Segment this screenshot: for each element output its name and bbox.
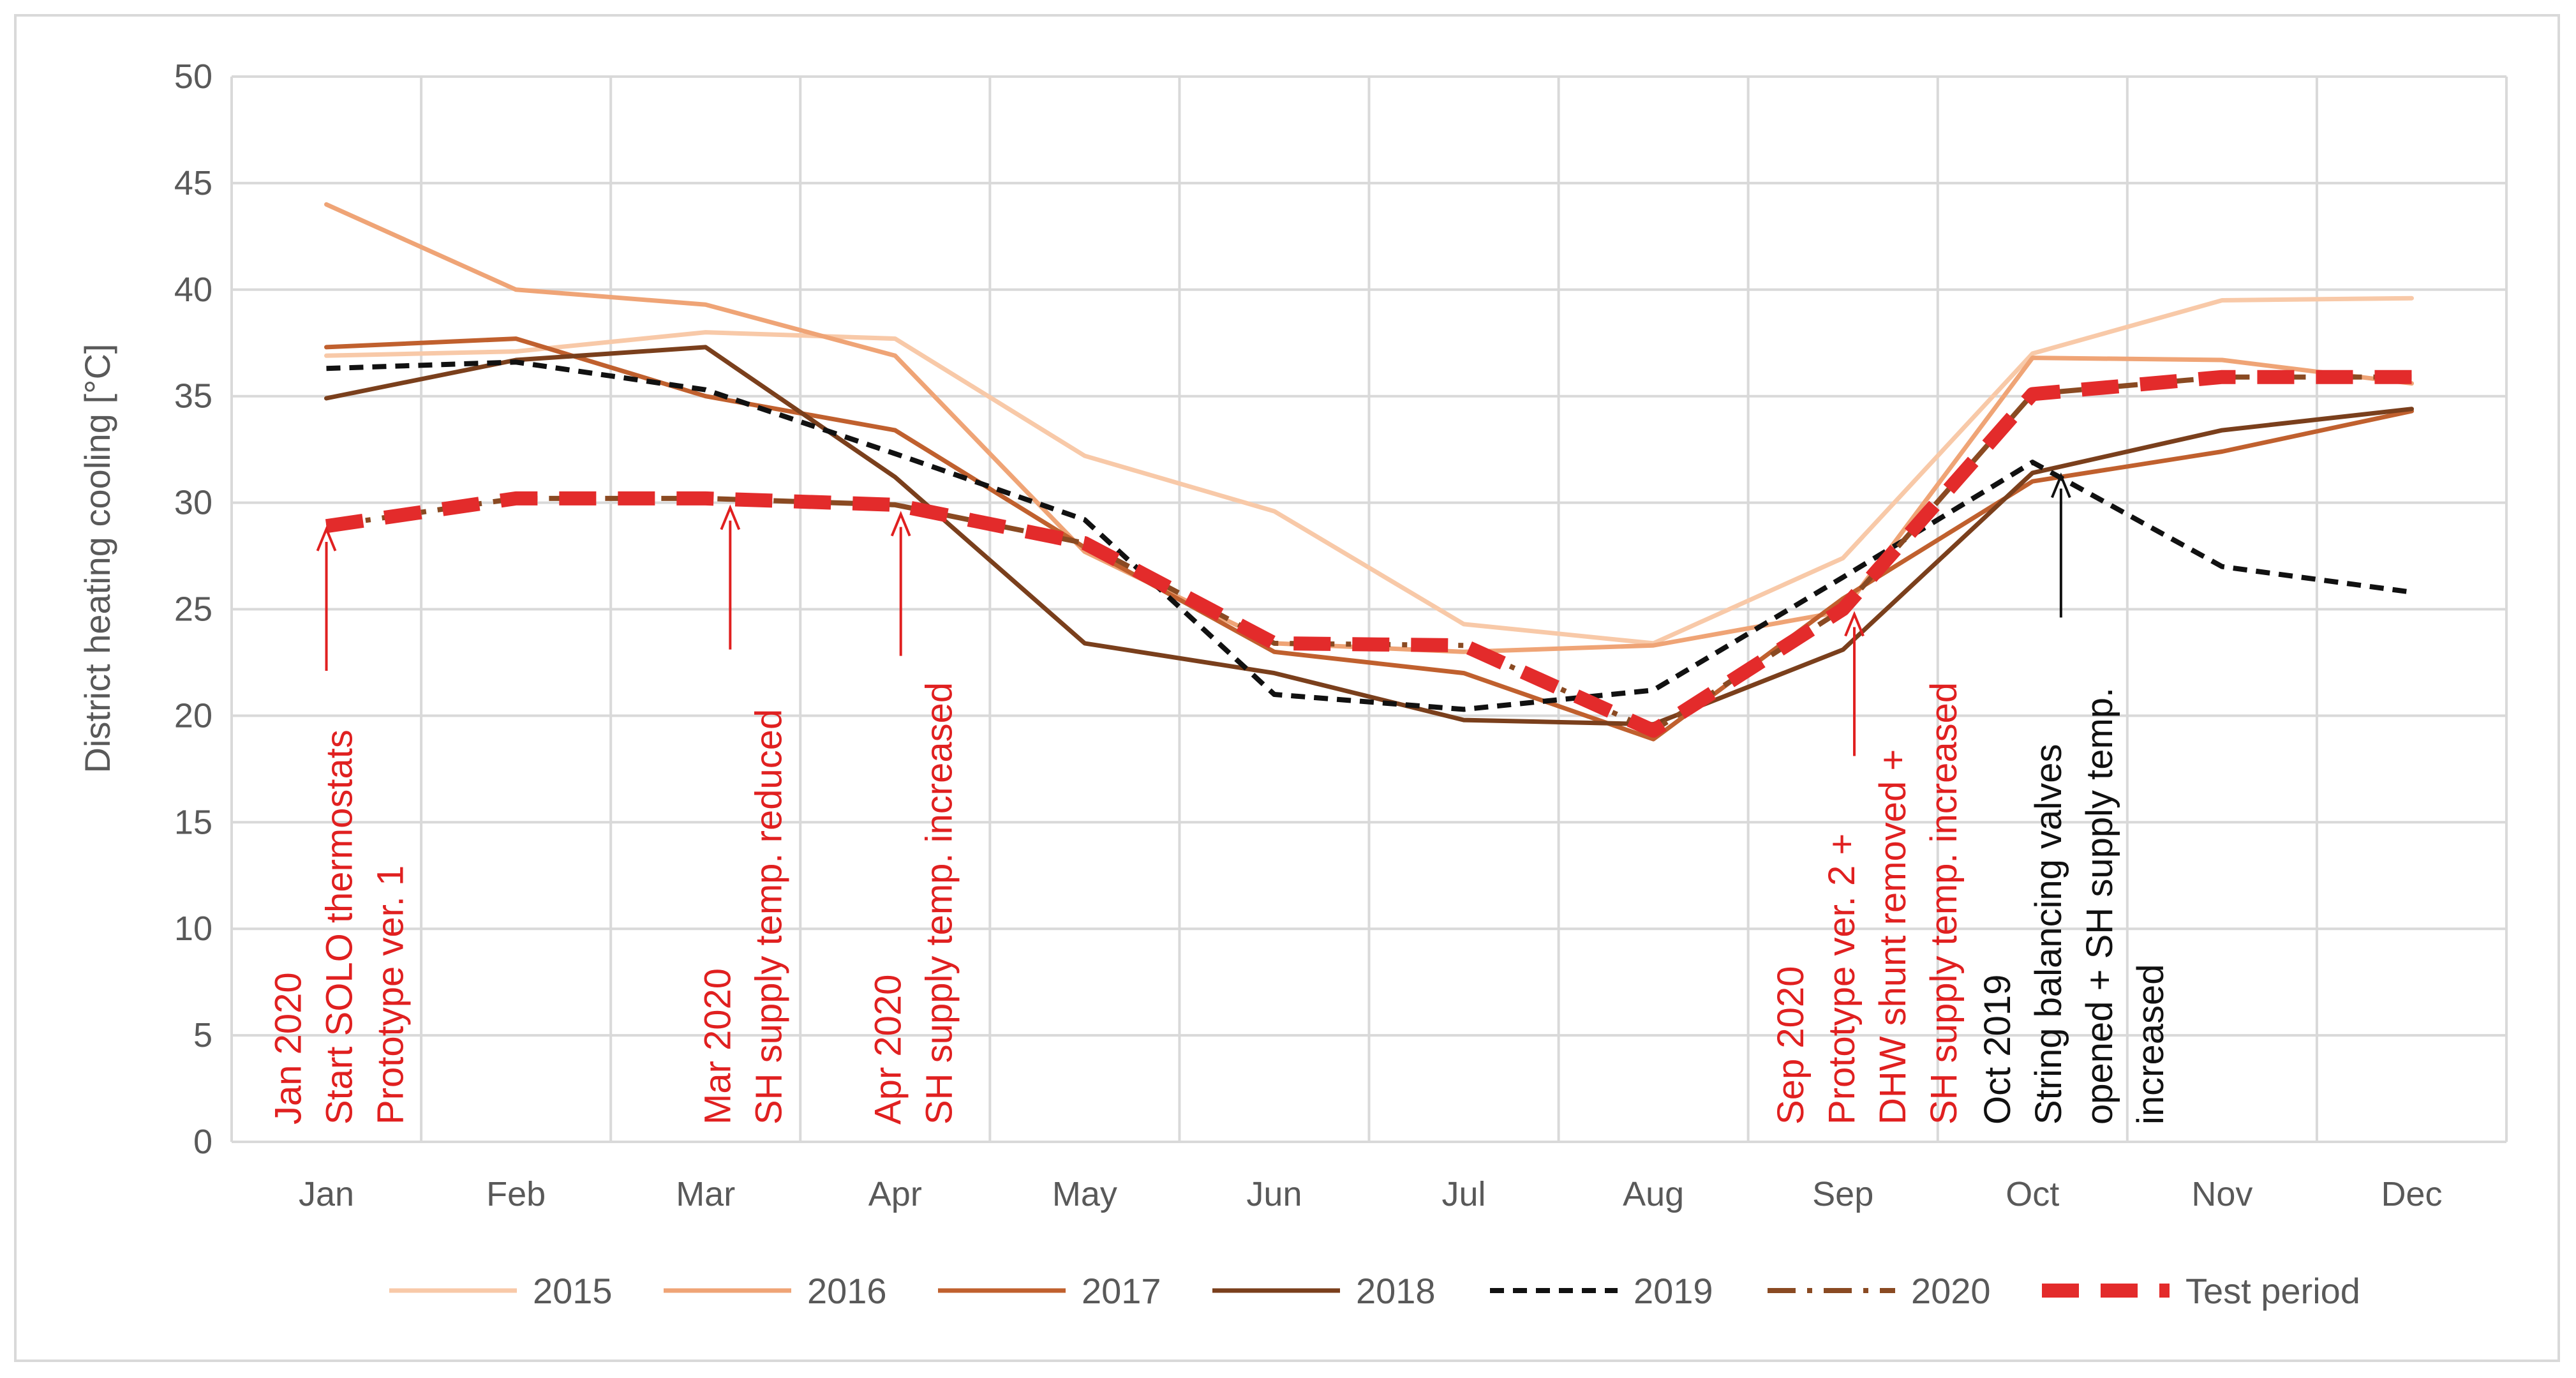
x-tick-label: Jul <box>1442 1175 1486 1213</box>
y-tick-label: 15 <box>174 803 212 841</box>
y-tick-label: 25 <box>174 590 212 629</box>
annotation-arrowhead <box>316 525 337 551</box>
chart-frame <box>14 14 2560 1362</box>
annotation-text: Jan 2020 <box>268 972 309 1125</box>
legend-label: 2020 <box>1911 1271 1991 1311</box>
annotation-text: SH supply temp. reduced <box>748 709 789 1125</box>
grid <box>230 75 2508 1143</box>
annotation-text: SH supply temp. increased <box>1923 682 1965 1125</box>
legend-item: 2015 <box>389 1271 613 1311</box>
y-axis-label: District heating cooling [°C] <box>77 344 117 774</box>
x-tick-label: Jun <box>1246 1175 1302 1213</box>
legend-label: 2016 <box>807 1271 887 1311</box>
annotation-text: DHW shunt removed + <box>1872 749 1914 1125</box>
x-axis-ticks: Jan Feb Mar Apr May Jun Jul Aug Sep Oct Nov Dec <box>299 1175 2442 1213</box>
x-tick-label: Jan <box>299 1175 354 1213</box>
x-tick-label: May <box>1052 1175 1117 1213</box>
annotation: Sep 2020 Prototype ver. 2 + DHW shunt remo… <box>1770 611 1965 1125</box>
y-tick-label: 5 <box>193 1016 212 1054</box>
legend-label: 2015 <box>533 1271 613 1311</box>
y-axis-ticks: 0 5 10 15 20 25 30 35 40 45 50 <box>174 57 212 1161</box>
annotation-text: SH supply temp. increased <box>919 682 960 1125</box>
legend-label: Test period <box>2185 1271 2360 1311</box>
x-tick-label: Nov <box>2191 1175 2252 1213</box>
annotation-text: Prototype ver. 1 <box>370 865 412 1125</box>
annotation-text: String balancing valves <box>2028 744 2069 1125</box>
y-tick-label: 45 <box>174 164 212 202</box>
legend-label: 2017 <box>1082 1271 1161 1311</box>
legend-item: 2019 <box>1490 1271 1713 1311</box>
y-tick-label: 10 <box>174 910 212 948</box>
legend-item: 2016 <box>664 1271 887 1311</box>
y-tick-label: 50 <box>174 57 212 96</box>
y-tick-label: 20 <box>174 696 212 735</box>
legend-label: 2018 <box>1356 1271 1436 1311</box>
x-tick-label: Oct <box>2006 1175 2059 1213</box>
annotation: Jan 2020 Start SOLO thermostats Prototype … <box>268 525 412 1125</box>
annotation-arrowhead <box>720 504 741 530</box>
legend-item: Test period <box>2042 1271 2360 1311</box>
series-line-test-period <box>325 370 2412 738</box>
y-tick-label: 40 <box>174 271 212 309</box>
legend: 2015 2016 2017 2018 2019 2020 Test period <box>389 1271 2360 1311</box>
x-tick-label: Feb <box>486 1175 546 1213</box>
y-tick-label: 30 <box>174 484 212 522</box>
legend-item: 2018 <box>1212 1271 1436 1311</box>
x-tick-label: Aug <box>1623 1175 1684 1213</box>
annotation: Apr 2020 SH supply temp. increased <box>868 511 960 1125</box>
annotations: Jan 2020 Start SOLO thermostats Prototype … <box>268 472 2171 1125</box>
series-line-2018 <box>324 345 2414 727</box>
annotation-text: Apr 2020 <box>868 975 909 1125</box>
legend-item: 2020 <box>1768 1271 1991 1311</box>
annotation-text: Mar 2020 <box>697 968 738 1125</box>
annotation-text: Sep 2020 <box>1770 966 1812 1125</box>
legend-label: 2019 <box>1634 1271 1713 1311</box>
series-lines <box>324 202 2414 742</box>
annotation-text: Start SOLO thermostats <box>319 730 361 1125</box>
annotation-arrowhead <box>1844 611 1865 637</box>
series-line-2015 <box>324 296 2414 646</box>
annotation-text: Prototype ver. 2 + <box>1821 834 1863 1125</box>
series-line-2019 <box>326 359 2413 712</box>
annotation: Mar 2020 SH supply temp. reduced <box>697 504 789 1125</box>
y-tick-label: 0 <box>193 1123 212 1161</box>
annotation-text: Oct 2019 <box>1977 975 2018 1125</box>
annotation-text: increased <box>2130 964 2171 1125</box>
annotation-text: opened + SH supply temp. <box>2079 687 2120 1125</box>
y-tick-label: 35 <box>174 377 212 416</box>
annotation: Oct 2019 String balancing valves opened + … <box>1977 472 2171 1125</box>
x-tick-label: Mar <box>676 1175 735 1213</box>
x-tick-label: Apr <box>868 1175 922 1213</box>
annotation-arrowhead <box>890 511 911 537</box>
annotation-arrowhead <box>2051 472 2071 498</box>
x-tick-label: Sep <box>1812 1175 1873 1213</box>
x-tick-label: Dec <box>2381 1175 2442 1213</box>
legend-item: 2017 <box>938 1271 1161 1311</box>
